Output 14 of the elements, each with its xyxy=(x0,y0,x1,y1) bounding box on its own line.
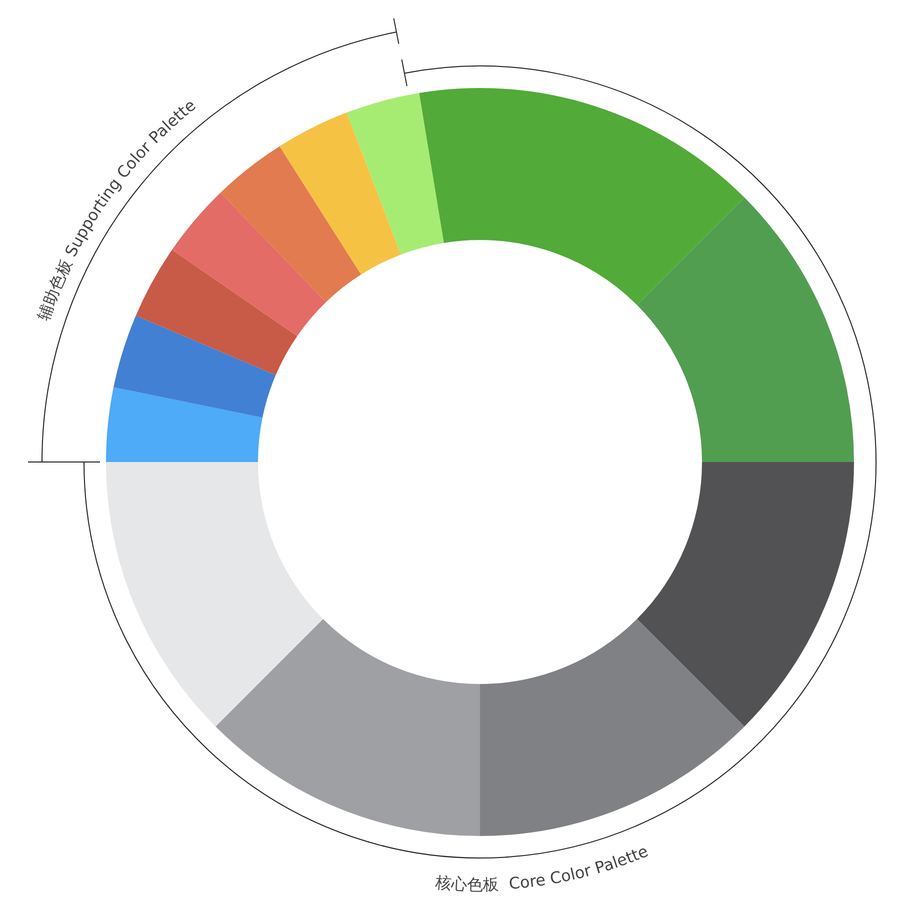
donut-slice xyxy=(172,192,326,336)
donut-slice xyxy=(106,387,262,462)
donut-slice xyxy=(280,112,401,275)
text: 核心色板 Core Color Palette xyxy=(434,841,651,894)
donut-slice xyxy=(480,618,744,836)
donut-slice xyxy=(106,462,324,726)
donut-slice xyxy=(220,146,362,302)
donut-slice xyxy=(114,316,276,418)
donut-slice xyxy=(636,462,854,726)
donut-slice xyxy=(419,88,744,306)
donut-slice xyxy=(346,92,444,255)
donut-slice xyxy=(136,250,298,376)
donut-slice xyxy=(216,618,480,836)
donut-slice xyxy=(636,198,854,462)
